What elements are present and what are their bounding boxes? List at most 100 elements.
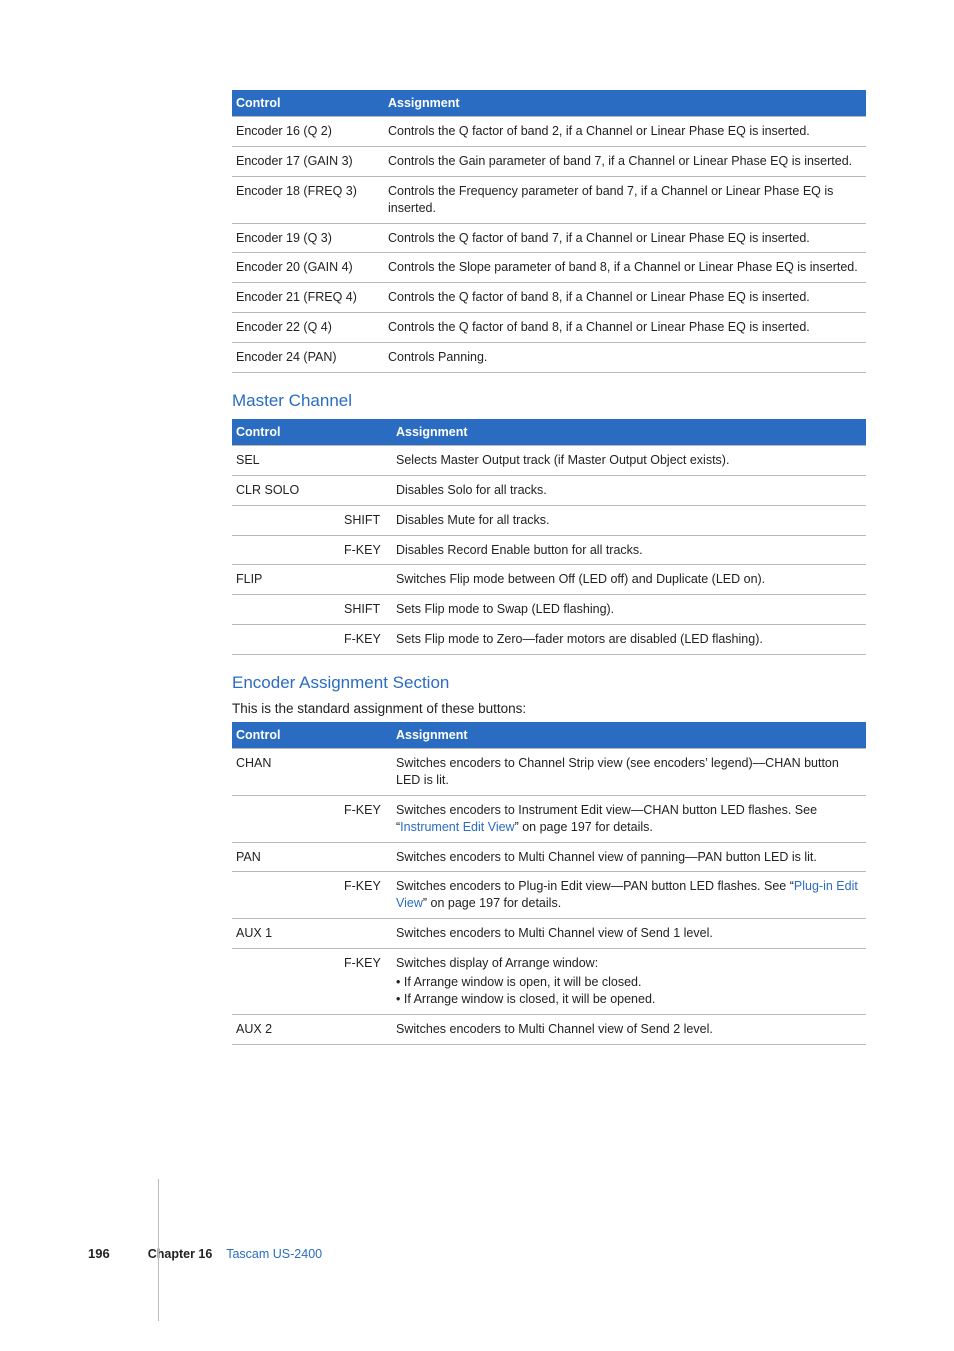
cell-assignment: Selects Master Output track (if Master O… (392, 445, 866, 475)
cell-control (232, 949, 340, 1015)
cell-assignment: Controls the Q factor of band 8, if a Ch… (384, 283, 866, 313)
cell-assignment: Switches encoders to Instrument Edit vie… (392, 795, 866, 842)
table-row: F-KEYSwitches encoders to Plug-in Edit v… (232, 872, 866, 919)
cell-modifier (340, 565, 392, 595)
table-header: ControlAssignment (232, 419, 866, 446)
col-control: Control (232, 722, 392, 749)
cell-control: PAN (232, 842, 340, 872)
cell-modifier (340, 445, 392, 475)
table-row: Encoder 17 (GAIN 3)Controls the Gain par… (232, 146, 866, 176)
col-assignment: Assignment (392, 722, 866, 749)
chapter-info: Chapter 16 Tascam US-2400 (148, 1247, 322, 1261)
col-assignment: Assignment (384, 90, 866, 117)
cell-control: SEL (232, 445, 340, 475)
cell-control (232, 595, 340, 625)
footer-divider (158, 1179, 159, 1321)
table-row: F-KEYSets Flip mode to Zero—fader motors… (232, 625, 866, 655)
table-row: Encoder 16 (Q 2)Controls the Q factor of… (232, 117, 866, 147)
page-number: 196 (88, 1246, 110, 1261)
table-header: ControlAssignment (232, 90, 866, 117)
table-row: F-KEYSwitches display of Arrange window:… (232, 949, 866, 1015)
table-row: F-KEYSwitches encoders to Instrument Edi… (232, 795, 866, 842)
table-row: Encoder 19 (Q 3)Controls the Q factor of… (232, 223, 866, 253)
table-row: CLR SOLO Disables Solo for all tracks. (232, 475, 866, 505)
cell-control: Encoder 21 (FREQ 4) (232, 283, 384, 313)
cell-control: CLR SOLO (232, 475, 340, 505)
table-row: Encoder 20 (GAIN 4)Controls the Slope pa… (232, 253, 866, 283)
cell-assignment: Controls the Slope parameter of band 8, … (384, 253, 866, 283)
cell-control: Encoder 16 (Q 2) (232, 117, 384, 147)
cell-assignment: Switches encoders to Channel Strip view … (392, 749, 866, 796)
cell-control (232, 535, 340, 565)
master-channel-table: ControlAssignment SEL Selects Master Outp… (232, 419, 866, 655)
table-row: AUX 2 Switches encoders to Multi Channel … (232, 1014, 866, 1044)
cell-control (232, 872, 340, 919)
encoder-assignment-table: ControlAssignment CHAN Switches encoders … (232, 722, 866, 1045)
table-row: SHIFTSets Flip mode to Swap (LED flashin… (232, 595, 866, 625)
cell-assignment: Disables Record Enable button for all tr… (392, 535, 866, 565)
cell-assignment: Switches encoders to Plug-in Edit view—P… (392, 872, 866, 919)
col-control: Control (232, 90, 384, 117)
cell-modifier (340, 749, 392, 796)
cell-modifier: F-KEY (340, 625, 392, 655)
cell-modifier (340, 842, 392, 872)
chapter-title: Tascam US-2400 (226, 1247, 322, 1261)
cell-control: AUX 2 (232, 1014, 340, 1044)
cell-assignment: Switches encoders to Multi Channel view … (392, 842, 866, 872)
cell-modifier (340, 1014, 392, 1044)
cell-modifier: F-KEY (340, 535, 392, 565)
cell-modifier: SHIFT (340, 505, 392, 535)
table-row: Encoder 21 (FREQ 4)Controls the Q factor… (232, 283, 866, 313)
cell-control (232, 505, 340, 535)
cell-control: Encoder 19 (Q 3) (232, 223, 384, 253)
cell-control: CHAN (232, 749, 340, 796)
section-title-encoder-assignment: Encoder Assignment Section (232, 673, 866, 693)
cell-assignment: Switches display of Arrange window:If Ar… (392, 949, 866, 1015)
table-row: Encoder 22 (Q 4)Controls the Q factor of… (232, 313, 866, 343)
cell-assignment: Controls the Q factor of band 7, if a Ch… (384, 223, 866, 253)
cell-control: FLIP (232, 565, 340, 595)
table-row: SEL Selects Master Output track (if Maste… (232, 445, 866, 475)
table-row: PAN Switches encoders to Multi Channel vi… (232, 842, 866, 872)
cell-modifier: F-KEY (340, 872, 392, 919)
cell-assignment: Switches encoders to Multi Channel view … (392, 919, 866, 949)
list-item: If Arrange window is closed, it will be … (396, 991, 862, 1008)
table-row: AUX 1 Switches encoders to Multi Channel … (232, 919, 866, 949)
cell-modifier: SHIFT (340, 595, 392, 625)
cell-control: AUX 1 (232, 919, 340, 949)
cell-control (232, 795, 340, 842)
cell-modifier: F-KEY (340, 949, 392, 1015)
col-assignment: Assignment (392, 419, 866, 446)
cell-assignment: Sets Flip mode to Zero—fader motors are … (392, 625, 866, 655)
cell-control: Encoder 22 (Q 4) (232, 313, 384, 343)
cell-assignment: Disables Solo for all tracks. (392, 475, 866, 505)
section-intro: This is the standard assignment of these… (232, 701, 866, 716)
cell-assignment: Sets Flip mode to Swap (LED flashing). (392, 595, 866, 625)
table-row: SHIFTDisables Mute for all tracks. (232, 505, 866, 535)
cell-assignment: Controls the Q factor of band 2, if a Ch… (384, 117, 866, 147)
table-row: F-KEYDisables Record Enable button for a… (232, 535, 866, 565)
encoder-table: ControlAssignment Encoder 16 (Q 2)Contro… (232, 90, 866, 373)
cell-modifier (340, 919, 392, 949)
table-row: CHAN Switches encoders to Channel Strip v… (232, 749, 866, 796)
section-title-master: Master Channel (232, 391, 866, 411)
col-control: Control (232, 419, 392, 446)
table-row: Encoder 18 (FREQ 3)Controls the Frequenc… (232, 176, 866, 223)
cell-assignment: Switches Flip mode between Off (LED off)… (392, 565, 866, 595)
cell-control: Encoder 20 (GAIN 4) (232, 253, 384, 283)
cell-assignment: Switches encoders to Multi Channel view … (392, 1014, 866, 1044)
cell-control (232, 625, 340, 655)
cell-assignment: Controls the Gain parameter of band 7, i… (384, 146, 866, 176)
cell-control: Encoder 18 (FREQ 3) (232, 176, 384, 223)
doc-link[interactable]: Instrument Edit View (400, 820, 514, 834)
cell-assignment: Controls the Q factor of band 8, if a Ch… (384, 313, 866, 343)
list-item: If Arrange window is open, it will be cl… (396, 974, 862, 991)
page-footer: 196 Chapter 16 Tascam US-2400 (88, 1246, 322, 1261)
cell-assignment: Controls Panning. (384, 343, 866, 373)
cell-assignment: Controls the Frequency parameter of band… (384, 176, 866, 223)
cell-modifier: F-KEY (340, 795, 392, 842)
cell-control: Encoder 24 (PAN) (232, 343, 384, 373)
table-header: ControlAssignment (232, 722, 866, 749)
bullet-list: If Arrange window is open, it will be cl… (396, 974, 862, 1008)
table-row: FLIP Switches Flip mode between Off (LED … (232, 565, 866, 595)
